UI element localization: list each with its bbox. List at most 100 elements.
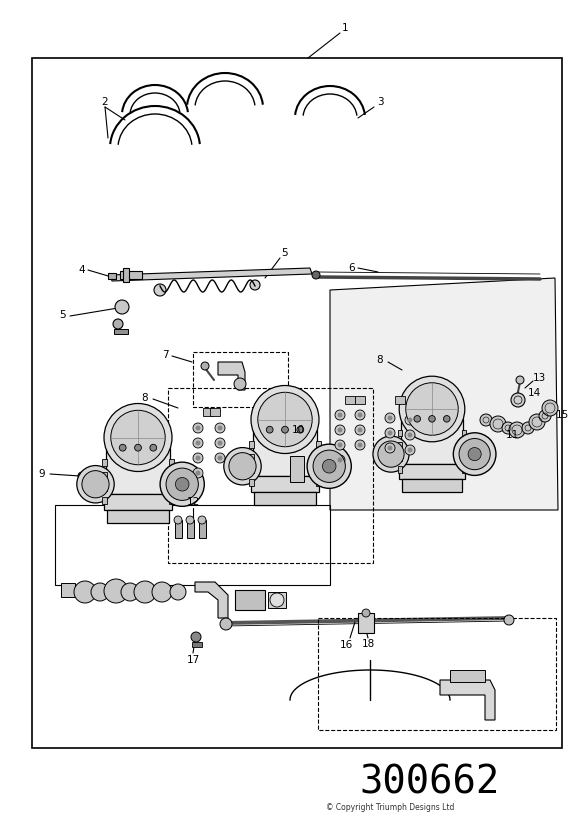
Circle shape bbox=[335, 455, 345, 465]
Bar bbox=[268, 592, 286, 608]
Circle shape bbox=[385, 413, 395, 423]
Bar bbox=[250, 441, 254, 447]
Circle shape bbox=[77, 466, 114, 503]
Bar bbox=[462, 442, 466, 448]
Circle shape bbox=[522, 422, 534, 434]
Text: 16: 16 bbox=[339, 640, 353, 650]
Circle shape bbox=[251, 386, 319, 453]
Text: 14: 14 bbox=[528, 388, 541, 398]
Bar bbox=[399, 464, 465, 479]
Bar bbox=[235, 590, 265, 610]
Bar bbox=[168, 388, 373, 563]
Bar bbox=[290, 456, 304, 482]
Text: 8: 8 bbox=[377, 355, 383, 365]
Circle shape bbox=[121, 583, 139, 601]
Circle shape bbox=[414, 415, 420, 422]
Bar bbox=[315, 466, 321, 473]
Circle shape bbox=[312, 271, 320, 279]
Polygon shape bbox=[218, 362, 245, 390]
Circle shape bbox=[160, 462, 204, 507]
Bar bbox=[462, 429, 466, 436]
Circle shape bbox=[480, 414, 492, 426]
Circle shape bbox=[322, 460, 336, 473]
Bar bbox=[398, 466, 402, 473]
Polygon shape bbox=[440, 680, 495, 720]
Bar bbox=[55, 505, 330, 585]
Circle shape bbox=[355, 425, 365, 435]
Bar bbox=[102, 471, 107, 478]
Circle shape bbox=[217, 441, 223, 446]
Bar bbox=[252, 429, 317, 476]
Circle shape bbox=[195, 456, 201, 461]
Circle shape bbox=[193, 468, 203, 478]
Circle shape bbox=[542, 400, 558, 416]
Circle shape bbox=[282, 426, 289, 433]
Circle shape bbox=[174, 516, 182, 524]
Circle shape bbox=[74, 581, 96, 603]
Circle shape bbox=[191, 632, 201, 642]
Circle shape bbox=[385, 443, 395, 453]
Circle shape bbox=[150, 444, 157, 451]
Bar bbox=[250, 466, 254, 473]
Bar bbox=[199, 520, 206, 538]
Circle shape bbox=[166, 468, 198, 500]
Bar bbox=[104, 494, 172, 510]
Bar bbox=[250, 453, 254, 461]
Bar bbox=[251, 476, 319, 492]
Bar bbox=[345, 396, 355, 404]
Text: 2: 2 bbox=[101, 97, 108, 107]
Circle shape bbox=[201, 362, 209, 370]
Circle shape bbox=[104, 579, 128, 603]
Text: 3: 3 bbox=[377, 97, 383, 107]
Circle shape bbox=[355, 440, 365, 450]
Circle shape bbox=[509, 422, 525, 438]
Circle shape bbox=[113, 319, 123, 329]
Text: 18: 18 bbox=[361, 639, 375, 649]
Text: 17: 17 bbox=[187, 655, 199, 665]
Circle shape bbox=[338, 457, 342, 462]
Circle shape bbox=[307, 444, 352, 489]
Circle shape bbox=[250, 280, 260, 290]
Circle shape bbox=[115, 300, 129, 314]
Circle shape bbox=[195, 471, 201, 475]
Bar bbox=[61, 583, 75, 597]
Circle shape bbox=[217, 425, 223, 430]
Text: 5: 5 bbox=[59, 310, 65, 320]
Circle shape bbox=[195, 441, 201, 446]
Circle shape bbox=[193, 423, 203, 433]
Circle shape bbox=[408, 447, 413, 452]
Text: 5: 5 bbox=[282, 248, 289, 258]
Circle shape bbox=[385, 428, 395, 438]
Circle shape bbox=[215, 438, 225, 448]
Bar bbox=[355, 396, 365, 404]
Circle shape bbox=[152, 582, 172, 602]
Bar bbox=[462, 466, 466, 473]
Circle shape bbox=[111, 410, 165, 465]
Text: 8: 8 bbox=[142, 393, 148, 403]
Text: 11: 11 bbox=[505, 430, 519, 440]
Circle shape bbox=[459, 438, 490, 470]
Circle shape bbox=[266, 426, 273, 433]
Text: 9: 9 bbox=[38, 469, 45, 479]
Circle shape bbox=[357, 413, 363, 418]
Text: 1: 1 bbox=[342, 23, 348, 33]
Circle shape bbox=[516, 376, 524, 384]
Bar bbox=[192, 642, 202, 647]
Circle shape bbox=[355, 410, 365, 420]
Circle shape bbox=[198, 516, 206, 524]
Circle shape bbox=[338, 442, 342, 447]
Polygon shape bbox=[330, 278, 558, 510]
Circle shape bbox=[357, 442, 363, 447]
Circle shape bbox=[154, 284, 166, 296]
Bar bbox=[450, 670, 485, 682]
Bar bbox=[402, 479, 462, 492]
Bar bbox=[168, 497, 174, 503]
Bar bbox=[123, 268, 129, 282]
Polygon shape bbox=[110, 268, 312, 281]
Bar bbox=[210, 408, 220, 416]
Circle shape bbox=[529, 414, 545, 430]
Bar bbox=[168, 485, 174, 491]
Bar bbox=[102, 459, 107, 466]
Bar bbox=[398, 442, 402, 448]
Circle shape bbox=[406, 383, 458, 435]
